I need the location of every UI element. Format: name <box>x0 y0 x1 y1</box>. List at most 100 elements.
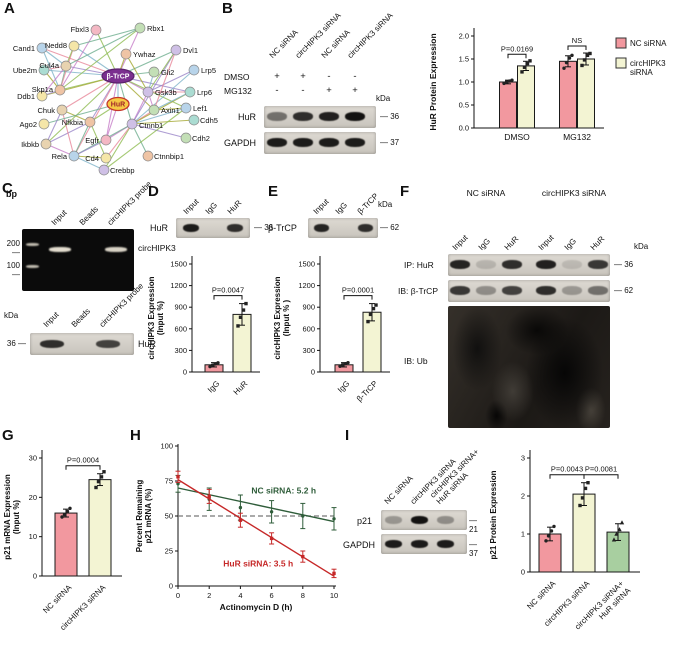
marker-label: 36 — <box>6 339 26 348</box>
network-node <box>188 64 200 76</box>
gel-band-label: circHIPK3 <box>138 243 176 253</box>
p-value-label: P=0.0001 <box>342 286 374 295</box>
blot-row-label: IP: HuR <box>404 260 434 270</box>
blot-band <box>410 540 428 548</box>
data-point <box>340 363 345 367</box>
treatment-value: - <box>353 71 357 82</box>
data-point <box>238 518 243 522</box>
y-tick-label: 10 <box>29 532 37 541</box>
kda-label: kDa <box>4 311 19 320</box>
data-point <box>238 315 243 319</box>
y-tick-label: 3 <box>521 454 525 463</box>
network-node-label: Lrp5 <box>201 66 216 75</box>
blot-band <box>536 286 556 295</box>
network-edge <box>45 109 63 145</box>
x-tick-label: 8 <box>301 591 305 600</box>
marker-label: — 36 <box>614 260 634 269</box>
y-tick-label: 300 <box>174 346 187 355</box>
blot-band <box>384 540 402 548</box>
data-point <box>176 475 180 479</box>
trend-line <box>177 487 335 523</box>
panel-e-rip-blot: Input IgG β-TrCP β-TrCP kDa — 62 <box>268 184 402 246</box>
x-tick-label: 0 <box>176 591 180 600</box>
network-edge <box>73 155 105 171</box>
kda-label: kDa <box>376 94 391 103</box>
sig-bracket <box>583 474 619 479</box>
bar <box>577 58 595 129</box>
data-point <box>504 80 509 84</box>
data-point <box>216 361 220 365</box>
group-label: NC siRNA <box>466 188 506 198</box>
network-node-label: Lrp6 <box>197 88 212 97</box>
network-node-label: Crebbp <box>110 166 135 175</box>
blot-band <box>450 286 470 295</box>
lane-label: Input <box>181 197 201 216</box>
p-value-label: NS <box>572 36 582 45</box>
network-edge <box>147 69 195 93</box>
treatment-value: + <box>352 85 358 96</box>
network-edge <box>131 119 195 125</box>
panel-label-B: B <box>222 0 233 17</box>
lane-label: circHIPK3 siRNA <box>293 10 343 60</box>
x-tick-label: 4 <box>238 591 242 600</box>
group-label: circHIPK3 siRNA <box>541 188 607 198</box>
network-node <box>68 150 80 162</box>
y-tick-label: 0 <box>169 582 173 591</box>
treatment-value: + <box>326 85 332 96</box>
y-tick-label: 0 <box>521 568 525 577</box>
network-node <box>36 90 48 102</box>
network-node <box>36 42 48 54</box>
network-edge <box>147 49 177 93</box>
sig-bracket <box>343 295 373 300</box>
network-node <box>84 116 96 128</box>
legend-swatch <box>615 57 627 69</box>
blot-band <box>436 516 454 524</box>
y-tick-label: 600 <box>174 324 187 333</box>
treatment-value: + <box>300 71 306 82</box>
data-point <box>614 531 619 536</box>
treatment-value: - <box>327 71 331 82</box>
data-point <box>96 479 101 484</box>
treatment-value: - <box>301 85 305 96</box>
lane-label: Input <box>536 233 556 252</box>
network-node <box>56 104 68 116</box>
y-tick-label: 1.5 <box>459 55 469 64</box>
lane-label: IgG <box>203 200 220 216</box>
y-axis-title: (Input % ) <box>282 299 291 336</box>
panel-label-G: G <box>2 427 14 444</box>
panel-label-A: A <box>4 0 15 17</box>
panel-label-C: C <box>2 180 13 197</box>
network-node-label: Ddb1 <box>17 92 35 101</box>
data-point <box>176 482 180 486</box>
network-node-label: Ikbkb <box>21 140 39 149</box>
blot-band <box>293 112 313 121</box>
network-node-label: Cand1 <box>13 44 35 53</box>
y-axis-title: p21 mRNA Expression <box>3 474 12 560</box>
network-node <box>170 44 182 56</box>
bar <box>54 512 78 577</box>
network-edge <box>45 75 119 145</box>
blot-band <box>436 540 454 548</box>
network-node <box>54 84 66 96</box>
y-tick-label: 0 <box>311 368 315 377</box>
data-point <box>60 515 64 519</box>
gel-band <box>49 247 71 252</box>
legend-label: siRNA <box>630 68 653 77</box>
y-axis-title: Percent Remaining <box>135 480 144 553</box>
data-point <box>301 514 305 518</box>
data-point <box>269 510 274 514</box>
network-edge <box>59 27 141 91</box>
y-tick-label: 30 <box>29 454 37 463</box>
blot-band <box>502 260 522 269</box>
panel-label-D: D <box>148 183 159 200</box>
hub-node-hur <box>106 96 130 112</box>
p-value-label: P=0.0081 <box>585 465 617 474</box>
x-tick-label: 6 <box>270 591 274 600</box>
blot-band <box>588 260 608 269</box>
blot-row-label: HuR <box>138 339 157 349</box>
data-point <box>210 363 215 367</box>
y-tick-label: 1200 <box>170 281 187 290</box>
y-tick-label: 1500 <box>170 260 187 269</box>
sig-bracket <box>507 53 527 59</box>
half-life-annotation: HuR siRNA: 3.5 h <box>223 558 293 568</box>
